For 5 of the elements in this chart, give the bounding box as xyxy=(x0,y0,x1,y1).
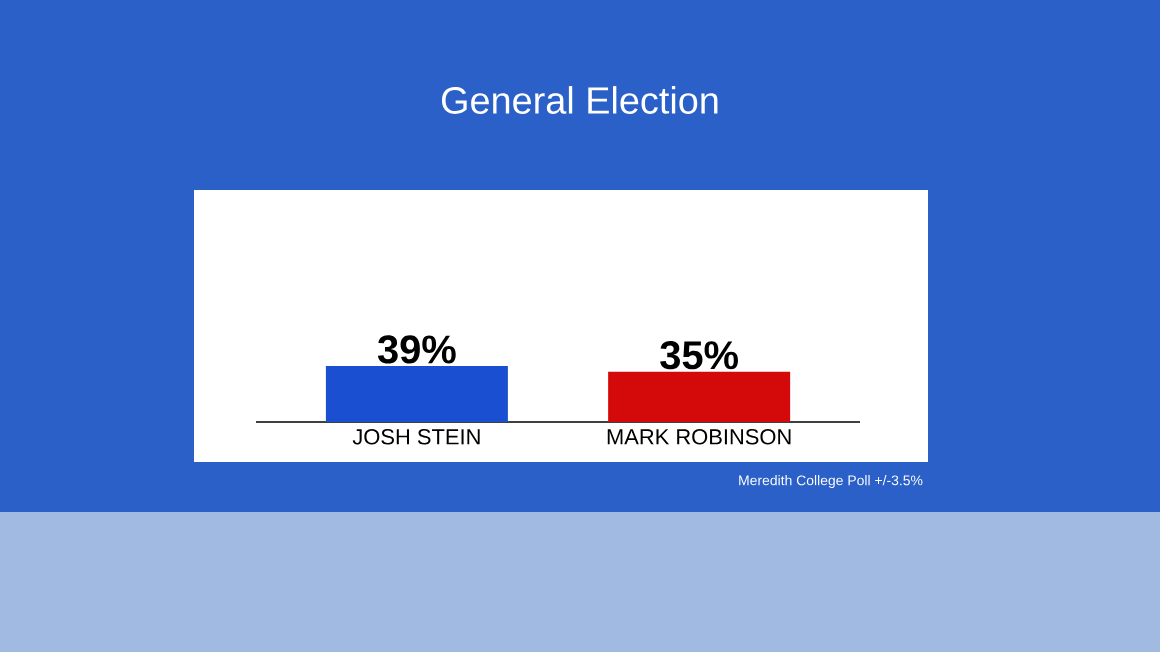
data-label: 39% xyxy=(377,335,456,364)
data-label: 35% xyxy=(660,341,738,370)
x-tick-label: MARK ROBINSON xyxy=(607,429,791,445)
chart-title: General Election xyxy=(441,86,718,114)
x-tick-label: JOSH STEIN xyxy=(352,429,480,445)
